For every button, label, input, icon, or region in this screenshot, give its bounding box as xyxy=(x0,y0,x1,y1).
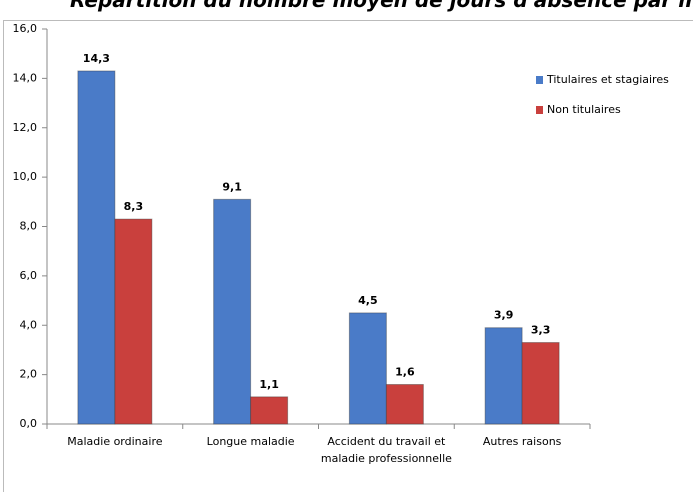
legend-swatch xyxy=(536,106,543,114)
y-tick-label: 0,0 xyxy=(20,417,38,430)
legend-label: Titulaires et stagiaires xyxy=(546,73,669,86)
bar xyxy=(114,218,153,425)
x-tick-label: Longue maladie xyxy=(206,435,295,448)
x-tick-label: Autres raisons xyxy=(482,435,562,448)
x-tick-label: Accident du travail et maladie professio… xyxy=(320,435,452,465)
bar xyxy=(213,198,252,425)
data-label: 3,3 xyxy=(531,324,551,337)
data-label: 9,1 xyxy=(222,180,242,193)
y-tick-label: 6,0 xyxy=(20,269,38,282)
chart-border xyxy=(3,20,693,492)
y-tick-label: 4,0 xyxy=(20,318,38,331)
y-tick-label: 14,0 xyxy=(13,71,38,84)
data-label: 8,3 xyxy=(124,200,144,213)
bar xyxy=(484,327,523,425)
data-label: 1,1 xyxy=(259,378,279,391)
y-tick-label: 12,0 xyxy=(13,121,38,134)
bar xyxy=(77,70,116,425)
y-tick-label: 2,0 xyxy=(20,368,38,381)
bar xyxy=(250,396,289,425)
bar xyxy=(385,384,424,425)
bar xyxy=(521,342,560,425)
data-label: 4,5 xyxy=(358,294,378,307)
legend-label: Non titulaires xyxy=(547,103,621,116)
y-tick-label: 16,0 xyxy=(13,22,38,35)
y-tick-label: 10,0 xyxy=(13,170,38,183)
chart-title: Répartition du nombre moyen de jours d'a… xyxy=(70,0,693,12)
legend-swatch xyxy=(536,76,543,84)
bar xyxy=(348,312,387,425)
x-tick-label: Maladie ordinaire xyxy=(67,435,163,448)
y-tick-label: 8,0 xyxy=(20,220,38,233)
data-label: 1,6 xyxy=(395,366,415,379)
data-label: 14,3 xyxy=(83,52,110,65)
data-label: 3,9 xyxy=(494,309,514,322)
